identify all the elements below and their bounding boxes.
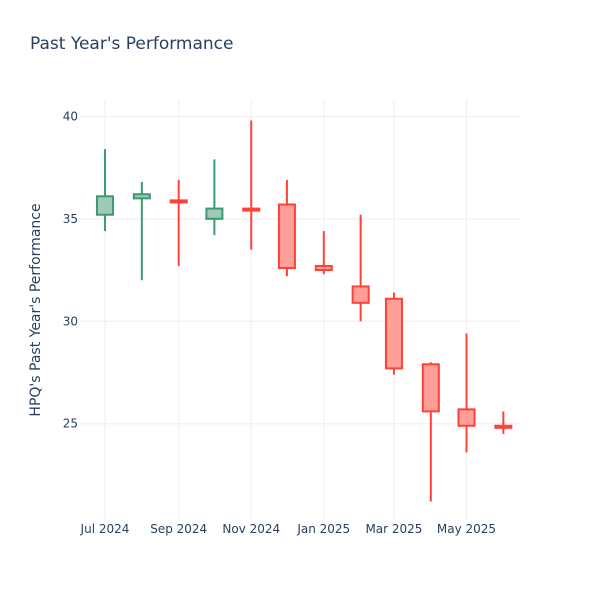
y-tick-label: 30 (63, 314, 78, 328)
y-tick-label: 35 (63, 212, 78, 226)
candle (205, 159, 224, 236)
candle-body (205, 207, 224, 220)
candle (132, 181, 151, 281)
candle-body (95, 195, 114, 216)
grid-layer (80, 100, 520, 520)
candle-body (169, 199, 188, 204)
candle-body (494, 424, 513, 429)
candle (277, 179, 296, 277)
candle (95, 149, 114, 232)
x-tick-label: Jan 2025 (296, 522, 350, 536)
candle (169, 179, 188, 266)
candle-body (314, 264, 333, 272)
candle-body (132, 193, 151, 200)
candle-layer (95, 120, 513, 502)
candle (494, 411, 513, 434)
candle-body (457, 408, 476, 427)
candle (384, 292, 403, 375)
candle-body (242, 207, 261, 212)
y-tick-label: 40 (63, 109, 78, 123)
candle-body (384, 297, 403, 370)
candle (457, 333, 476, 453)
candle-body (421, 363, 440, 413)
tick-layer: 25 30 35 40 Jul 2024 Sep 2024 Nov 2024 Jan 2025… (63, 109, 496, 536)
x-tick-label: Mar 2025 (365, 522, 422, 536)
candle (351, 214, 370, 322)
x-tick-label: May 2025 (437, 522, 496, 536)
candle-body (277, 203, 296, 270)
chart-title: Past Year's Performance (30, 34, 234, 54)
x-tick-label: Nov 2024 (222, 522, 280, 536)
candle (242, 120, 261, 250)
candle-body (351, 285, 370, 304)
candle (421, 362, 440, 502)
x-tick-label: Sep 2024 (150, 522, 207, 536)
y-tick-label: 25 (63, 417, 78, 431)
y-axis-label: HPQ's Past Year's Performance (28, 203, 44, 416)
x-tick-label: Jul 2024 (80, 522, 130, 536)
candle (314, 231, 333, 275)
